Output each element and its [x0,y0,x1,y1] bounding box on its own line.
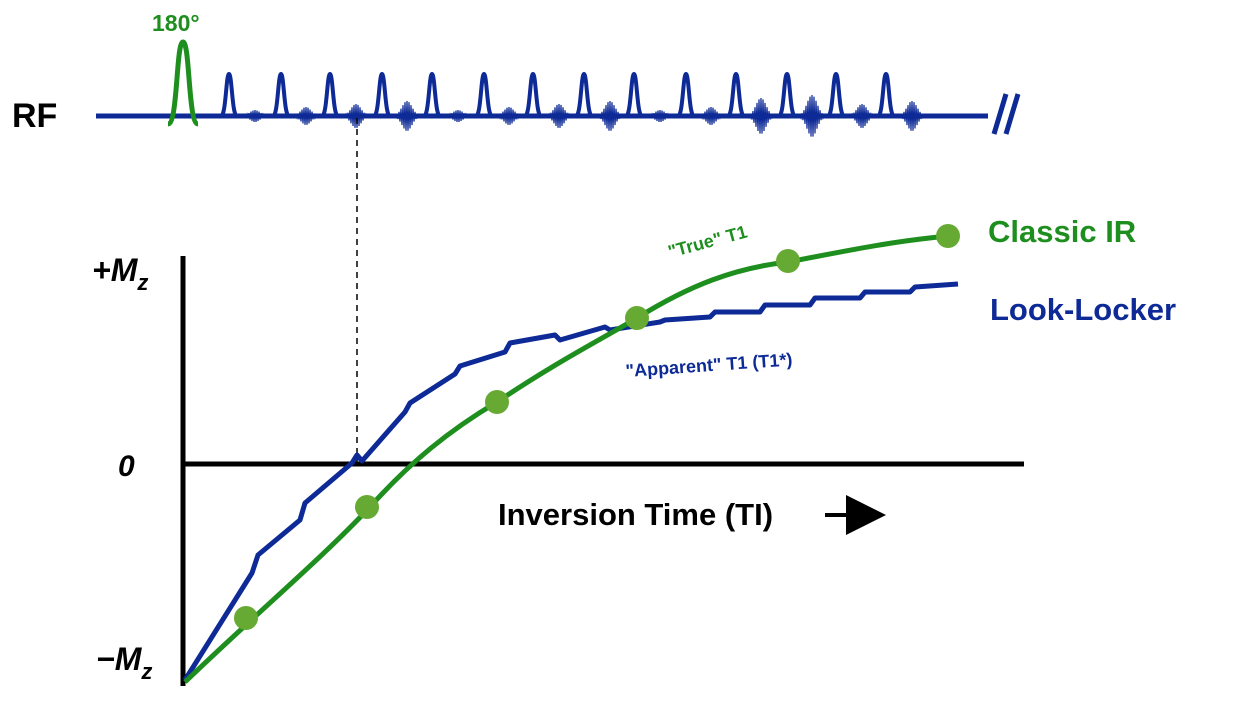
y-bottom-label: −Mz [96,641,152,684]
echo-signal [849,103,875,128]
echo-signal [242,109,268,122]
readout-pulse [474,71,494,118]
sample-point [776,249,800,273]
readout-pulse [219,71,239,118]
echo-signal [698,106,724,125]
look-locker-curve [182,281,959,682]
sample-point [234,606,258,630]
readout-pulse [422,71,442,118]
classic-ir-label: Classic IR [988,214,1136,249]
sample-point [625,306,649,330]
apparent-t1-annotation: "Apparent" T1 (T1*) [625,349,793,381]
echo-signal [647,109,673,122]
echo-signal [343,103,369,128]
echo-signal [394,100,420,131]
echo-signal [445,109,471,122]
classic-ir-curve [183,233,951,684]
echo-signals [242,94,925,137]
y-top-label: +Mz [92,252,148,295]
classic-ir-samples [234,224,960,630]
readout-pulse [676,71,696,118]
readout-pulse [372,71,392,118]
sample-point [355,495,379,519]
echo-signal [293,106,319,125]
readout-pulse [271,71,291,118]
rf-label: RF [12,97,57,135]
y-zero-label: 0 [118,450,135,483]
rf-break-mark [991,93,1021,135]
echo-signal [899,100,925,131]
readout-pulse [726,71,746,118]
echo-signal [748,97,774,134]
look-locker-label: Look-Locker [990,292,1176,327]
sample-point [936,224,960,248]
readout-pulse [523,71,543,118]
echo-signal [496,106,522,125]
readout-pulse [574,71,594,118]
sample-point [485,390,509,414]
readout-pulse [320,71,340,118]
readout-pulse [826,71,846,118]
echo-signal [546,103,572,128]
inversion-pulse [165,39,201,127]
true-t1-annotation: "True" T1 [666,222,750,262]
readout-pulse-train [219,71,896,118]
readout-pulse [876,71,896,118]
x-axis-label: Inversion Time (TI) [498,497,773,532]
readout-pulse [624,71,644,118]
echo-signal [597,100,623,131]
pulse-180-label: 180° [152,10,200,36]
readout-pulse [777,71,797,118]
echo-signal [799,94,825,137]
